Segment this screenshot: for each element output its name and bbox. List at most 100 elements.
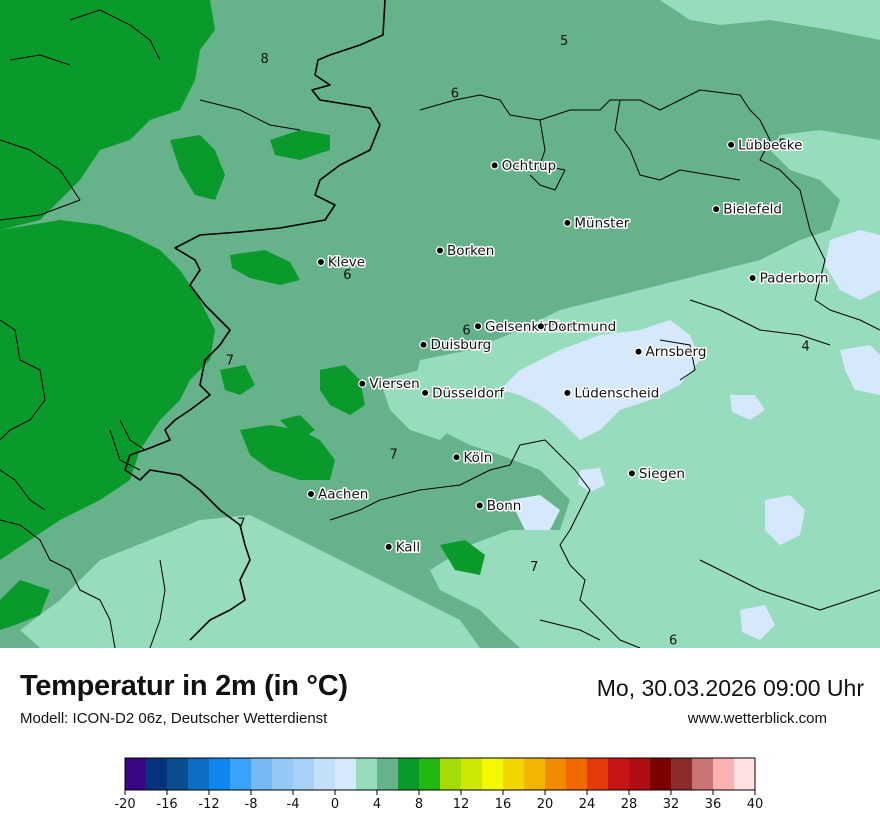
contour-label: 7 xyxy=(390,448,398,463)
city-dot xyxy=(452,453,461,462)
legend-tick-label: -20 xyxy=(114,797,135,812)
contour-label: 5 xyxy=(778,137,786,152)
legend-cell xyxy=(335,758,357,790)
legend-frame xyxy=(124,757,756,791)
city-dot xyxy=(435,246,445,255)
city-label: Kall xyxy=(396,539,420,555)
city-label: Borken xyxy=(447,243,494,259)
city-dot xyxy=(712,204,721,214)
city-marker: Kall xyxy=(384,538,422,557)
legend-tick-label: -4 xyxy=(287,797,300,812)
city-marker: Aachen xyxy=(306,485,370,504)
legend-cell xyxy=(440,758,462,790)
footer: Temperatur in 2m (in °C) Modell: ICON-D2… xyxy=(0,648,880,830)
city-marker: Arnsberg xyxy=(634,343,708,362)
contour-label: 7 xyxy=(530,560,538,575)
city-marker: Bonn xyxy=(475,497,523,516)
contour-label: 5 xyxy=(560,34,568,49)
legend-cell xyxy=(545,758,567,790)
legend-cell xyxy=(566,758,588,790)
legend-tick-label: 0 xyxy=(331,797,339,812)
city-dot xyxy=(420,388,430,398)
city-marker: Duisburg xyxy=(419,336,493,355)
contour-label: 7 xyxy=(226,353,234,368)
color-legend: -20 -16 -12 -8 -4 0 4 8 12 16 20 24 28 32 36 40 xyxy=(114,757,764,812)
city-dot xyxy=(748,273,757,283)
legend-cell xyxy=(398,758,420,790)
legend-cell xyxy=(461,758,483,790)
city-marker: Lübbecke xyxy=(726,136,804,155)
legend-cell xyxy=(419,758,441,790)
contour-label: 6 xyxy=(462,323,470,338)
city-label: Paderborn xyxy=(760,271,829,287)
city-dot xyxy=(563,218,572,228)
legend-cell xyxy=(524,758,546,790)
city-dot xyxy=(384,542,393,552)
legend-tick-label: 4 xyxy=(373,797,381,812)
city-label: Kleve xyxy=(328,255,365,271)
city-marker: Borken xyxy=(435,242,496,261)
city-dot xyxy=(316,257,326,267)
legend-cell xyxy=(167,758,189,790)
contour-label: 4 xyxy=(801,340,809,355)
city-dot xyxy=(475,501,484,510)
legend-cell xyxy=(608,758,630,790)
pale-blue-zones xyxy=(500,230,880,640)
city-dot xyxy=(536,322,546,331)
city-label: Aachen xyxy=(318,487,368,503)
contour-label: 6 xyxy=(669,634,677,648)
legend-cell xyxy=(713,758,735,790)
city-dot xyxy=(419,340,428,349)
city-marker: Bielefeld xyxy=(712,200,783,219)
website-link[interactable]: www.wetterblick.com xyxy=(687,710,827,727)
legend-cell xyxy=(146,758,168,790)
legend-tick-label: 24 xyxy=(579,797,596,812)
city-label: Ochtrup xyxy=(502,158,557,174)
contour-label: 7 xyxy=(237,516,245,531)
legend-cell xyxy=(230,758,252,790)
legend-cell xyxy=(734,758,756,790)
contour-label: 6 xyxy=(451,87,459,102)
legend-cell xyxy=(272,758,294,790)
city-marker: Düsseldorf xyxy=(420,384,507,403)
city-marker: Kleve xyxy=(316,253,367,272)
legend-cell xyxy=(650,758,672,790)
legend-tick-label: 20 xyxy=(537,797,554,812)
city-dot xyxy=(627,469,637,478)
city-label: Lüdenscheid xyxy=(574,385,659,401)
legend-cell xyxy=(629,758,651,790)
legend-tick-label: 12 xyxy=(453,797,470,812)
city-marker: Siegen xyxy=(627,464,686,483)
city-dot xyxy=(490,161,499,170)
city-marker: Münster xyxy=(563,214,631,233)
city-dot xyxy=(306,489,316,499)
city-dot xyxy=(726,140,736,149)
legend-cell xyxy=(125,758,147,790)
contour-label: 6 xyxy=(343,268,351,283)
legend-cell xyxy=(503,758,525,790)
city-label: Münster xyxy=(574,215,629,231)
city-marker: Ochtrup xyxy=(490,156,558,175)
legend-tick-label: 32 xyxy=(663,797,680,812)
legend-cell xyxy=(692,758,714,790)
legend-tick-label: -16 xyxy=(156,797,177,812)
city-label: Köln xyxy=(464,450,493,466)
city-label: Bielefeld xyxy=(723,202,782,218)
legend-cell xyxy=(188,758,210,790)
city-label: Arnsberg xyxy=(646,344,707,360)
city-marker: Dortmund xyxy=(536,317,618,336)
legend-cell xyxy=(356,758,378,790)
model-info: Modell: ICON-D2 06z, Deutscher Wetterdie… xyxy=(20,710,328,727)
city-marker: Köln xyxy=(452,448,494,467)
legend-tick-label: 8 xyxy=(415,797,423,812)
map-title: Temperatur in 2m (in °C) xyxy=(20,670,348,702)
legend-cell xyxy=(314,758,336,790)
city-dot xyxy=(634,347,643,356)
contour-label: 8 xyxy=(261,52,269,67)
city-label: Viersen xyxy=(369,376,419,392)
temperature-map: 8 5 6 5 6 6 7 4 7 7 7 6 Lübbecke Ochtrup Bielefeld Mün… xyxy=(0,0,880,648)
legend-cell xyxy=(293,758,315,790)
legend-tick-label: -8 xyxy=(245,797,258,812)
legend-tick-label: 40 xyxy=(747,797,764,812)
dark-green-zones xyxy=(0,0,485,630)
